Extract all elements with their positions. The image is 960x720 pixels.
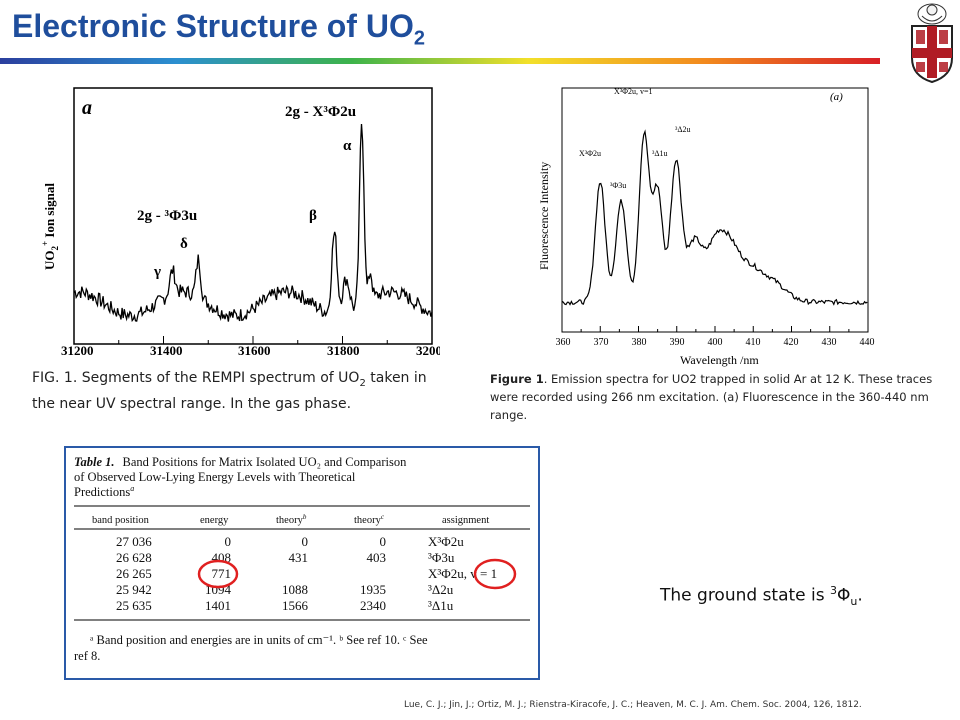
table-row: 27 036 0 0 0 X³Φ2u	[116, 534, 464, 549]
svg-text:26 265: 26 265	[116, 566, 152, 581]
table-row: 26 265 771 X³Φ2u, v = 1	[116, 566, 497, 581]
column-header: theoryb	[276, 513, 307, 526]
rempi-trace	[73, 123, 433, 323]
svg-text:431: 431	[289, 550, 309, 565]
table-title-line2: of Observed Low-Lying Energy Levels with…	[74, 470, 356, 484]
svg-text:1088: 1088	[282, 582, 308, 597]
table-row: 25 635 1401 1566 2340 ³Δ1u	[116, 598, 454, 613]
svg-text:27 036: 27 036	[116, 534, 152, 549]
title-underline-bar	[0, 58, 880, 64]
fluor-x-ticks	[561, 326, 869, 332]
table-footnote-line1: ᵃ Band position and energies are in unit…	[90, 633, 428, 647]
svg-text:0: 0	[380, 534, 387, 549]
band-positions-table: Table 1. Band Positions for Matrix Isolat…	[64, 446, 540, 680]
fluor-tick-label: 430	[822, 337, 837, 348]
table-footnote-line2: ref 8.	[74, 649, 100, 663]
svg-text:403: 403	[367, 550, 387, 565]
column-header: assignment	[442, 515, 489, 526]
rempi-caption: FIG. 1. Segments of the REMPI spectrum o…	[32, 370, 427, 412]
alpha-label: α	[343, 138, 352, 154]
beta-label: β	[309, 208, 317, 224]
svg-text:2340: 2340	[360, 598, 386, 613]
svg-text:X³Φ2u, v = 1: X³Φ2u, v = 1	[428, 566, 497, 581]
fluor-y-axis-label: Fluorescence Intensity	[537, 162, 551, 270]
fluor-x-axis-label: Wavelength /nm	[680, 353, 759, 367]
highlight-circle-vibration	[473, 558, 517, 590]
fluor-tick-label: 380	[632, 337, 647, 348]
svg-text:³Δ2u: ³Δ2u	[428, 582, 454, 597]
fluor-trace	[561, 129, 868, 306]
rempi-spectrum-chart: a 31200 31400 31600 31800 32000 UO2+ Ion…	[40, 87, 440, 358]
rempi-annotation-right: 2g - X³Φ2u	[285, 104, 356, 120]
fluor-tick-label: 390	[670, 337, 685, 348]
svg-text:X³Φ2u: X³Φ2u	[428, 534, 464, 549]
fluor-tick-label: 360	[556, 337, 571, 348]
fluor-tick-label: 400	[708, 337, 723, 348]
svg-text:771: 771	[212, 566, 232, 581]
svg-text:0: 0	[302, 534, 309, 549]
fluor-annotation-phi3u: ³Φ3u	[610, 181, 626, 190]
table-title-line1: Table 1. Band Positions for Matrix Isolat…	[74, 455, 407, 469]
page-title: Electronic Structure of UO2	[12, 8, 425, 50]
svg-text:25 635: 25 635	[116, 598, 152, 613]
gamma-label: γ	[153, 264, 161, 280]
table-title-line3: Predictionsa	[74, 484, 134, 499]
fluor-tick-label: 420	[784, 337, 799, 348]
rempi-tick-label: 31400	[150, 343, 183, 358]
fluor-panel-label: (a)	[830, 91, 843, 103]
rempi-y-axis-label: UO2+ Ion signal	[40, 183, 60, 270]
svg-text:1401: 1401	[205, 598, 231, 613]
column-header: energy	[200, 515, 229, 526]
svg-text:25 942: 25 942	[116, 582, 152, 597]
svg-text:³Δ1u: ³Δ1u	[428, 598, 454, 613]
delta-label: δ	[180, 236, 188, 252]
citation-reference: Lue, C. J.; Jin, J.; Ortiz, M. J.; Riens…	[404, 700, 862, 710]
rempi-tick-label: 32000	[416, 343, 440, 358]
fluor-annotation-delta1u: ³Δ1u	[652, 149, 668, 158]
fluorescence-chart: (a) 360 370 380 390 400 410 420 430 440 …	[537, 87, 875, 367]
rempi-tick-label: 31200	[61, 343, 94, 358]
fluor-tick-label: 440	[860, 337, 875, 348]
highlight-circle-energy	[197, 559, 239, 589]
fluor-tick-label: 410	[746, 337, 761, 348]
rempi-tick-label: 31600	[238, 343, 271, 358]
table-row: 25 942 1094 1088 1935 ³Δ2u	[116, 582, 454, 597]
column-header: theoryc	[354, 513, 385, 526]
column-header: band position	[92, 515, 150, 526]
fluor-plot-frame	[561, 87, 869, 333]
university-shield-logo	[911, 3, 953, 84]
svg-text:1935: 1935	[360, 582, 386, 597]
fluor-annotation-v1: X³Φ2u, v=1	[614, 87, 653, 96]
svg-text:26 628: 26 628	[116, 550, 152, 565]
rempi-x-ticks	[73, 336, 433, 344]
rempi-panel-label: a	[82, 97, 92, 119]
svg-text:1566: 1566	[282, 598, 309, 613]
rempi-tick-label: 31800	[327, 343, 360, 358]
rempi-plot-frame	[73, 87, 433, 345]
svg-text:³Φ3u: ³Φ3u	[428, 550, 455, 565]
rempi-annotation-left: 2g - ³Φ3u	[137, 208, 197, 224]
fluor-tick-label: 370	[594, 337, 609, 348]
fluorescence-caption: Figure 1. Emission spectra for UO2 trapp…	[490, 372, 933, 422]
table-row: 26 628 408 431 403 ³Φ3u	[116, 550, 455, 565]
ground-state-statement: The ground state is 3Φu.	[660, 584, 863, 609]
svg-text:0: 0	[225, 534, 232, 549]
fluor-annotation-delta2u: ³Δ2u	[675, 125, 691, 134]
fluor-annotation-x: X³Φ2u	[579, 149, 601, 158]
